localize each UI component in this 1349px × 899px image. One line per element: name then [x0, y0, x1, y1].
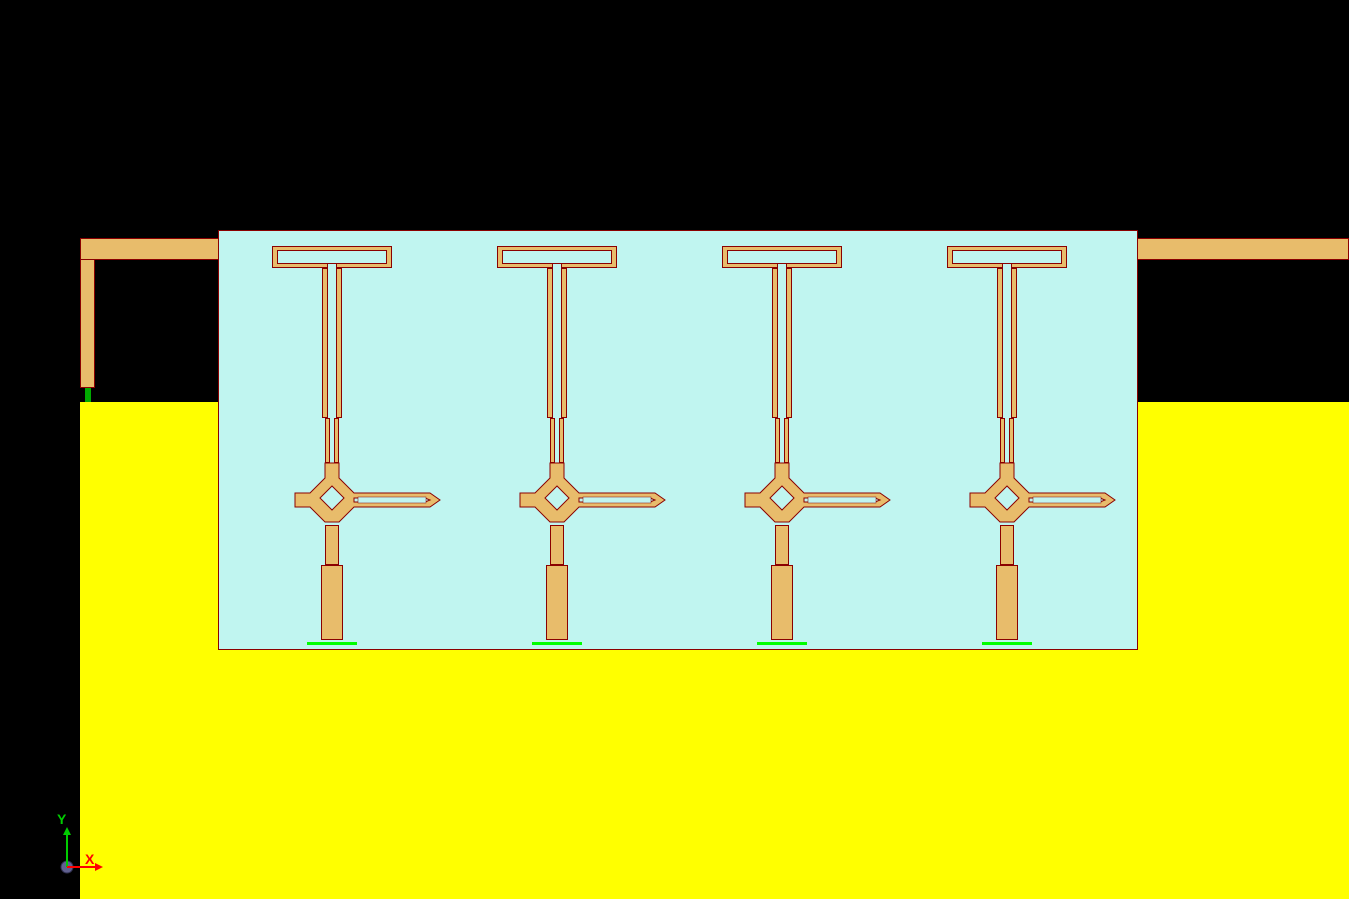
antenna-port: [982, 642, 1032, 645]
antenna-port: [307, 642, 357, 645]
antenna-taper-slot: [779, 418, 785, 463]
axis-widget[interactable]: Y X: [55, 819, 115, 879]
antenna-feed-lower: [996, 565, 1018, 640]
x-axis-label: X: [85, 851, 94, 867]
antenna-balun-loop: [280, 460, 450, 540]
antenna-taper-slot: [554, 418, 560, 463]
antenna-stem-slot: [552, 264, 562, 418]
antenna-top-bar-slot: [727, 250, 837, 264]
antenna-stem-slot: [777, 264, 787, 418]
antenna-feed-lower: [321, 565, 343, 640]
antenna-top-bar-slot: [502, 250, 612, 264]
antenna-taper-slot: [329, 418, 335, 463]
frame-left-vertical: [80, 238, 95, 388]
antenna-feed-upper: [550, 525, 564, 565]
y-axis-label: Y: [57, 811, 66, 827]
antenna-stem-slot: [1002, 264, 1012, 418]
antenna-port: [757, 642, 807, 645]
ground-connector: [85, 388, 91, 402]
antenna-port: [532, 642, 582, 645]
antenna-feed-lower: [771, 565, 793, 640]
antenna-feed-lower: [546, 565, 568, 640]
em-simulation-viewport[interactable]: Y X: [0, 0, 1349, 899]
antenna-feed-upper: [775, 525, 789, 565]
antenna-top-bar-slot: [952, 250, 1062, 264]
antenna-feed-upper: [1000, 525, 1014, 565]
antenna-balun-loop: [505, 460, 675, 540]
antenna-balun-loop: [730, 460, 900, 540]
antenna-balun-loop: [955, 460, 1125, 540]
antenna-feed-upper: [325, 525, 339, 565]
antenna-top-bar-slot: [277, 250, 387, 264]
antenna-stem-slot: [327, 264, 337, 418]
antenna-taper-slot: [1004, 418, 1010, 463]
